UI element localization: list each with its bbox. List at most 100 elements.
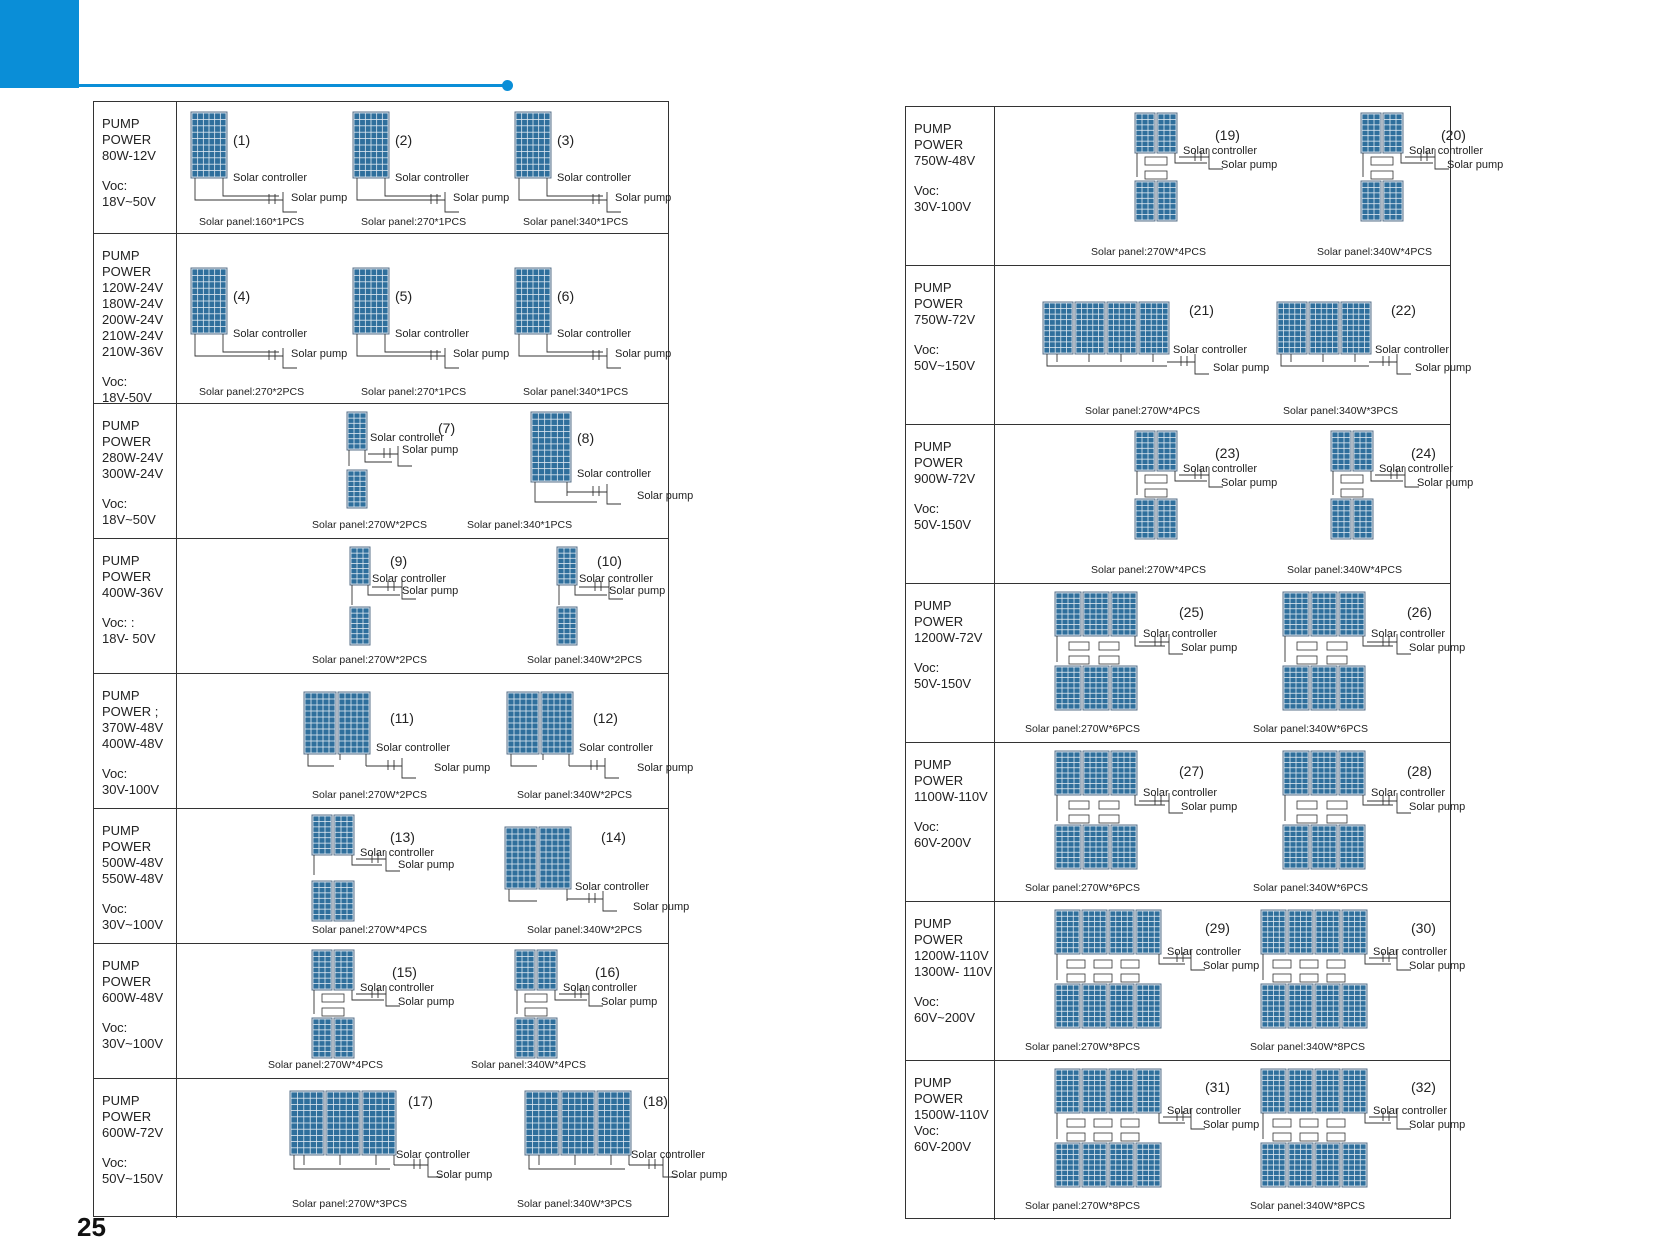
solar-panel-icon (311, 880, 333, 922)
controller-label: Solar controller (395, 172, 469, 184)
wiring-diagram: (10) Solar controller Solar pump Solar pane… (447, 539, 687, 674)
solar-panel-icon (1156, 180, 1178, 222)
panel-caption: Solar panel:270*1PCS (361, 386, 467, 398)
solar-panel-icon (1042, 301, 1074, 355)
controller-label: Solar controller (579, 573, 653, 585)
panel-caption: Solar panel:340*1PCS (523, 386, 629, 398)
diagram-number: (12) (593, 710, 618, 726)
wiring-diagram: (9) Solar controller Solar pump Solar panel… (242, 539, 482, 674)
header-accent-dot (502, 80, 513, 91)
wiring-diagram: (21) Solar controller Solar pump Solar pane… (1005, 266, 1269, 425)
spec-line: Voc: (914, 819, 940, 834)
spec-line: 280W-24V (102, 450, 164, 465)
pump-label: Solar pump (615, 348, 672, 360)
solar-panel-icon (1352, 430, 1374, 472)
panel-caption: Solar panel:340W*8PCS (1250, 1041, 1365, 1053)
panel-caption: Solar panel:340W*4PCS (471, 1059, 586, 1071)
header-accent-block (0, 0, 79, 88)
solar-panel-icon (1108, 983, 1135, 1029)
panel-caption: Solar panel:340W*4PCS (1317, 246, 1432, 258)
solar-panel-icon (1135, 909, 1162, 955)
solar-panel-icon (1352, 498, 1374, 540)
wiring-diagram: (6) Solar controller Solar pump Solar panel… (507, 234, 747, 404)
diagram-number: (7) (438, 420, 456, 436)
solar-panel-icon (1110, 824, 1138, 870)
diagram-number: (2) (395, 132, 413, 148)
diagram-number: (28) (1407, 763, 1432, 779)
spec-line: Voc: (102, 1155, 128, 1170)
spec-line: Voc: (102, 374, 128, 389)
spacer (102, 887, 176, 901)
panel-caption: Solar panel:270W*6PCS (1025, 882, 1140, 894)
solar-panel-icon (1135, 983, 1162, 1029)
solar-panel-icon (1054, 983, 1081, 1029)
controller-label: Solar controller (372, 573, 446, 585)
solar-panel-icon (1360, 180, 1382, 222)
solar-panel-icon (1134, 498, 1156, 540)
pump-label: Solar pump (1409, 801, 1466, 813)
solar-panel-icon (1338, 750, 1366, 796)
spacer (914, 487, 994, 501)
spec-line: PUMP (102, 553, 140, 568)
spec-line: PUMP (102, 248, 140, 263)
solar-panel-icon (1135, 1068, 1162, 1114)
solar-panel-icon (1314, 909, 1341, 955)
spec-line: 50V~150V (914, 358, 976, 373)
spec-line: 1300W- 110V (914, 964, 993, 979)
spec-line: PUMP (102, 116, 140, 131)
pump-label: Solar pump (453, 192, 510, 204)
spec-line: PUMP (102, 823, 140, 838)
spec-line: 18V~50V (102, 194, 156, 209)
wiring-diagram: (1) Solar controller Solar pump Solar panel… (183, 102, 423, 234)
solar-panel-icon (514, 949, 536, 991)
controller-label: Solar controller (360, 982, 434, 994)
spec-line: 50V~150V (102, 1171, 164, 1186)
wiring-diagram: (18) Solar controller Solar pump Solar pane… (447, 1079, 727, 1218)
spacer (914, 980, 994, 994)
spec-line: 18V~50V (102, 512, 156, 527)
wiring-diagram: (7) Solar controller Solar pump Solar panel… (242, 404, 482, 539)
controller-label: Solar controller (1371, 787, 1445, 799)
pump-label: Solar pump (1181, 642, 1238, 654)
spacer (102, 1006, 176, 1020)
spec-line: POWER (102, 132, 152, 147)
controller-label: Solar controller (1373, 946, 1447, 958)
diagram-number: (26) (1407, 604, 1432, 620)
solar-panel-icon (1382, 112, 1404, 154)
controller-label: Solar controller (1167, 946, 1241, 958)
spec-line: Voc: (102, 901, 128, 916)
diagram-number: (3) (557, 132, 575, 148)
solar-panel-icon (1054, 824, 1082, 870)
solar-panel-icon (311, 814, 333, 856)
spec-line: 1500W-110V (914, 1107, 989, 1122)
solar-panel-icon (333, 1017, 355, 1059)
controller-label: Solar controller (1379, 463, 1453, 475)
controller-label: Solar controller (1375, 344, 1449, 356)
solar-panel-icon (311, 949, 333, 991)
wiring-diagram: (23) Solar controller Solar pump Solar pane… (1065, 425, 1305, 584)
controller-label: Solar controller (563, 982, 637, 994)
solar-panel-icon (1308, 301, 1340, 355)
pump-label: Solar pump (402, 444, 459, 456)
pump-spec-label: PUMP POWER 600W-72V Voc: 50V~150V (94, 1079, 177, 1218)
solar-panel-icon (556, 546, 578, 586)
pump-label: Solar pump (1221, 159, 1278, 171)
pump-label: Solar pump (671, 1169, 728, 1181)
solar-panel-icon (596, 1090, 632, 1156)
wiring-diagram: (26) Solar controller Solar pump Solar pane… (1253, 584, 1493, 743)
diagram-number: (25) (1179, 604, 1204, 620)
solar-panel-icon (1082, 824, 1110, 870)
spec-line: 1100W-110V (914, 789, 988, 804)
solar-panel-icon (1081, 1068, 1108, 1114)
spec-line: POWER (914, 773, 964, 788)
page-number: 25 (77, 1212, 106, 1242)
pump-label: Solar pump (1409, 960, 1466, 972)
wiring-diagram: (22) Solar controller Solar pump Solar pane… (1243, 266, 1483, 425)
solar-panel-icon (1108, 1068, 1135, 1114)
controller-label: Solar controller (557, 172, 631, 184)
left-wiring-table: PUMP POWER 80W-12V Voc: 18V~50V (1) Solar cont… (93, 101, 727, 1218)
pump-spec-label: PUMP POWER ; 370W-48V 400W-48V Voc: 30V-100V (94, 674, 177, 808)
controller-label: Solar controller (360, 847, 434, 859)
controller-label: Solar controller (376, 742, 450, 754)
spec-line: PUMP (914, 121, 952, 136)
